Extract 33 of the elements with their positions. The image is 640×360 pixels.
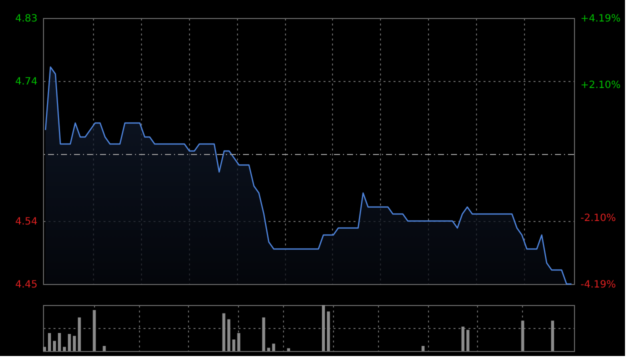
y-tick-label: 4.74 [15,76,38,88]
bar [58,333,61,351]
y2-tick-label: +4.19% [580,14,621,24]
bar [222,313,226,351]
bar [287,348,290,351]
bar [322,305,325,351]
bar [92,310,96,351]
y2-tick-label: -4.19% [580,280,616,290]
bar [272,344,276,351]
bar [461,326,464,351]
bar [237,333,240,351]
bar [78,317,81,351]
bar [68,334,71,351]
bar [521,320,524,351]
y2-tick-label: -2.10% [580,213,616,224]
y2-tick-label: +2.10% [580,80,621,91]
bar [48,333,51,351]
bar [232,340,236,351]
bar [466,330,470,351]
bar [262,317,266,351]
y-tick-label: 4.54 [15,216,38,228]
bar [62,346,66,351]
bar [267,348,270,351]
y-tick-label: 4.45 [15,280,38,290]
y-tick-label: 4.83 [15,14,38,24]
bar [102,346,106,351]
bar [52,340,56,351]
bar [43,346,46,351]
bar [551,320,554,351]
bar [326,311,330,351]
bar [422,346,425,351]
bar [227,319,230,351]
bar [72,336,76,351]
